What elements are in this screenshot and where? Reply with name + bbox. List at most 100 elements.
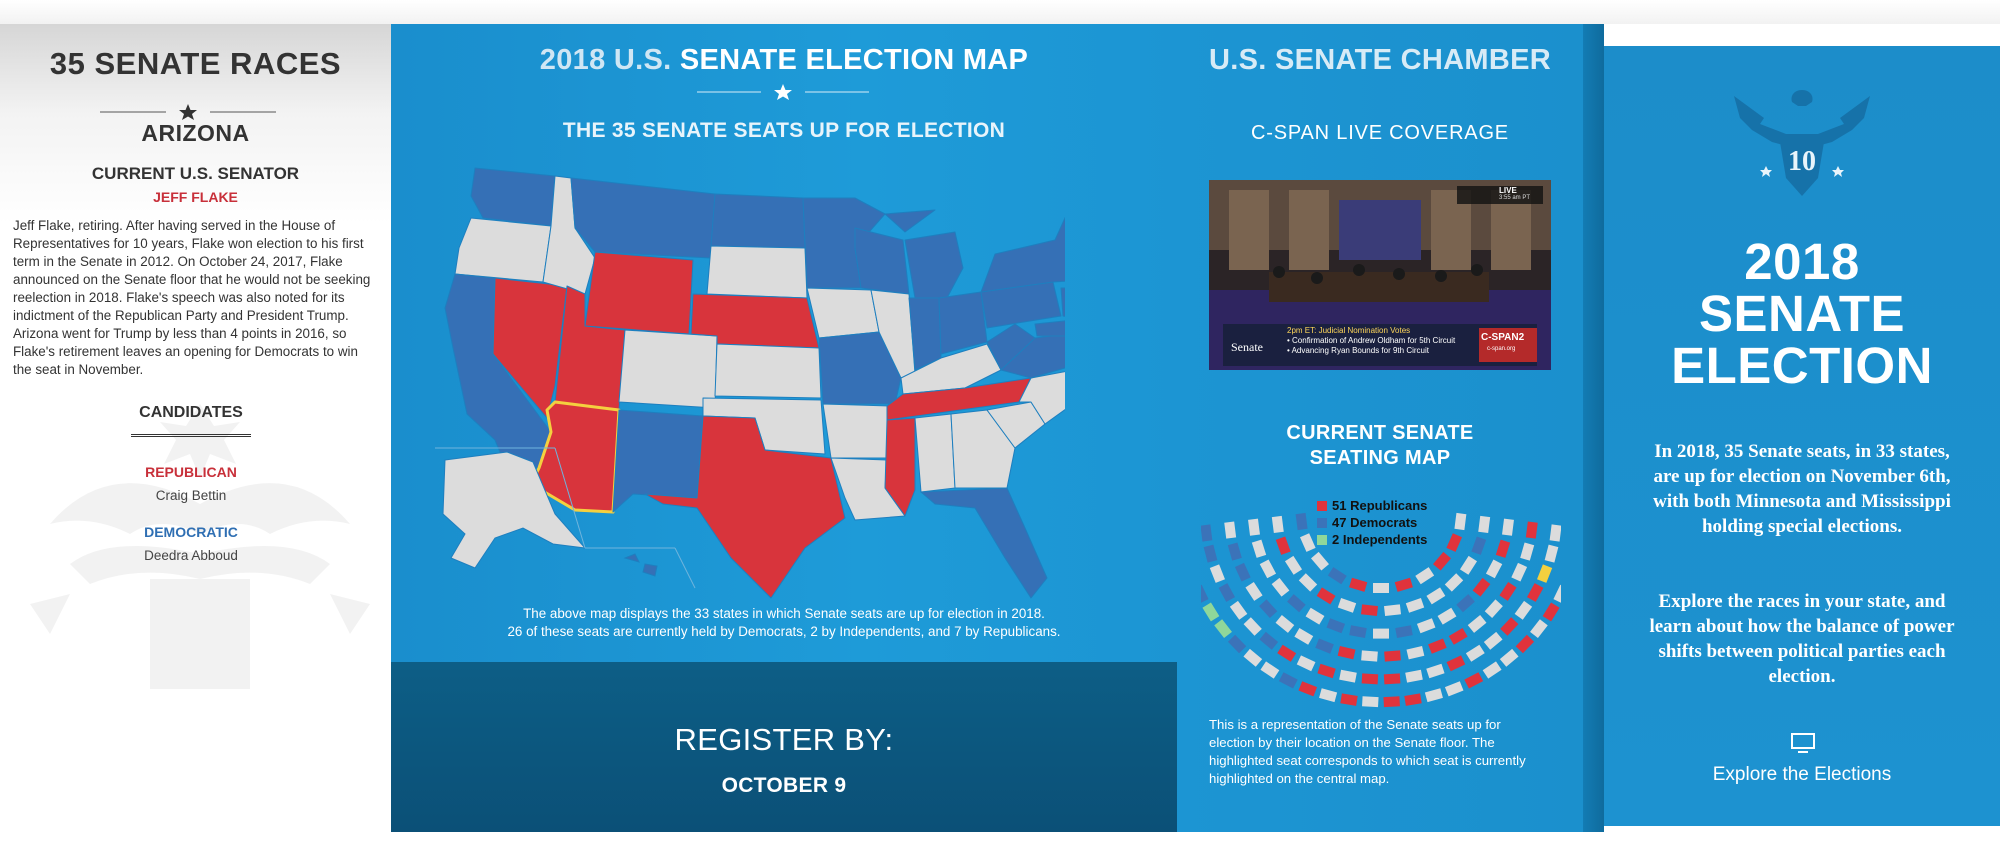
senate-seat[interactable]: [1373, 628, 1389, 639]
senate-seat[interactable]: [1454, 512, 1467, 531]
senate-seat[interactable]: [1500, 617, 1519, 636]
senate-seat[interactable]: [1362, 696, 1379, 708]
senate-seat[interactable]: [1515, 634, 1535, 654]
senate-seat[interactable]: [1373, 583, 1389, 593]
state-mississippi[interactable]: [884, 417, 916, 517]
state-south-dakota[interactable]: [706, 245, 808, 299]
state-texas[interactable]: [644, 415, 846, 599]
senate-seat[interactable]: [1201, 524, 1213, 542]
senate-seat[interactable]: [1525, 521, 1538, 539]
senate-seat[interactable]: [1544, 544, 1559, 563]
senate-seat[interactable]: [1484, 599, 1503, 618]
senate-seat[interactable]: [1426, 663, 1445, 679]
explore-elections-link[interactable]: Explore the Elections: [1712, 764, 1892, 785]
senate-seat[interactable]: [1553, 584, 1561, 604]
senate-seat[interactable]: [1275, 614, 1295, 633]
senate-seat[interactable]: [1278, 672, 1298, 689]
state-kansas[interactable]: [714, 343, 822, 399]
senate-seat[interactable]: [1483, 631, 1503, 650]
senate-seat[interactable]: [1424, 688, 1443, 703]
senate-seat[interactable]: [1275, 536, 1291, 555]
senate-seat[interactable]: [1243, 617, 1262, 636]
state-new-jersey[interactable]: [1060, 287, 1065, 318]
senate-seat[interactable]: [1415, 567, 1435, 585]
senate-seat[interactable]: [1444, 681, 1464, 697]
state-arizona[interactable]: [529, 400, 621, 514]
senate-seat[interactable]: [1404, 693, 1422, 706]
senate-seat[interactable]: [1201, 584, 1209, 604]
senate-seat[interactable]: [1471, 536, 1487, 555]
senate-seat[interactable]: [1444, 573, 1464, 592]
state-colorado[interactable]: [618, 329, 718, 409]
senate-seat[interactable]: [1361, 673, 1379, 685]
state-wisconsin[interactable]: [854, 227, 910, 295]
senate-seat[interactable]: [1277, 644, 1297, 662]
senate-seat[interactable]: [1467, 614, 1487, 633]
state-arkansas[interactable]: [822, 403, 892, 459]
senate-seat[interactable]: [1305, 607, 1325, 625]
senate-seat[interactable]: [1511, 562, 1528, 582]
state-north-dakota[interactable]: [710, 193, 806, 249]
senate-seat[interactable]: [1224, 521, 1237, 539]
state-west-virginia[interactable]: [986, 323, 1036, 371]
senate-seat[interactable]: [1299, 533, 1316, 552]
senate-seat[interactable]: [1530, 619, 1548, 638]
senate-seat[interactable]: [1202, 602, 1220, 622]
senate-seat[interactable]: [1537, 564, 1553, 583]
monitor-icon[interactable]: [1790, 732, 1816, 754]
state-wyoming[interactable]: [584, 251, 694, 335]
senate-seat[interactable]: [1360, 604, 1379, 617]
senate-seat[interactable]: [1259, 559, 1277, 579]
senate-seat[interactable]: [1227, 542, 1242, 561]
state-alabama[interactable]: [914, 413, 956, 493]
state-florida[interactable]: [920, 487, 1048, 599]
senate-seat[interactable]: [1298, 681, 1318, 697]
senate-seat[interactable]: [1340, 693, 1358, 706]
state-washington[interactable]: [470, 167, 556, 227]
senate-seat[interactable]: [1482, 661, 1502, 679]
senate-seat[interactable]: [1405, 598, 1425, 613]
senate-seat[interactable]: [1459, 555, 1478, 575]
senate-seat[interactable]: [1326, 618, 1346, 634]
senate-seat[interactable]: [1298, 573, 1318, 592]
senate-seat[interactable]: [1227, 634, 1247, 654]
state-new-york[interactable]: [980, 217, 1065, 293]
senate-seat[interactable]: [1361, 650, 1378, 662]
state-georgia[interactable]: [950, 409, 1016, 489]
state-ohio[interactable]: [938, 291, 988, 355]
senate-seat[interactable]: [1229, 600, 1248, 620]
senate-seat[interactable]: [1271, 515, 1284, 533]
state-hawaii[interactable]: [623, 553, 658, 577]
senate-seat[interactable]: [1234, 562, 1251, 582]
senate-seat[interactable]: [1311, 551, 1329, 571]
senate-seat[interactable]: [1526, 583, 1544, 602]
senate-seat[interactable]: [1251, 539, 1267, 558]
senate-seat[interactable]: [1315, 638, 1334, 654]
senate-seat[interactable]: [1259, 599, 1278, 618]
state-indiana[interactable]: [908, 297, 942, 371]
senate-seat[interactable]: [1383, 696, 1400, 708]
senate-seat[interactable]: [1287, 594, 1306, 613]
senate-seat[interactable]: [1456, 594, 1475, 613]
senate-seat[interactable]: [1317, 663, 1336, 679]
senate-seat[interactable]: [1394, 577, 1413, 592]
senate-seat[interactable]: [1478, 515, 1491, 533]
senate-seat[interactable]: [1295, 512, 1308, 531]
senate-seat[interactable]: [1383, 673, 1401, 685]
senate-seat[interactable]: [1502, 518, 1514, 536]
senate-seat[interactable]: [1495, 539, 1511, 558]
senate-seat[interactable]: [1465, 644, 1485, 662]
senate-seat[interactable]: [1448, 628, 1468, 645]
state-alaska[interactable]: [442, 451, 587, 569]
senate-seat[interactable]: [1405, 669, 1423, 683]
senate-seat[interactable]: [1446, 655, 1466, 672]
senate-seat[interactable]: [1294, 628, 1314, 645]
senate-seat[interactable]: [1349, 625, 1367, 638]
senate-seat[interactable]: [1520, 542, 1535, 561]
cspan-video-player[interactable]: LIVE 3:55 am PT Senate 2pm ET: Judicial …: [1209, 180, 1551, 370]
senate-seat[interactable]: [1260, 661, 1280, 679]
senate-seat[interactable]: [1437, 607, 1457, 625]
senate-seat[interactable]: [1337, 646, 1356, 660]
senate-seat[interactable]: [1214, 619, 1232, 638]
senate-seat[interactable]: [1337, 598, 1357, 613]
